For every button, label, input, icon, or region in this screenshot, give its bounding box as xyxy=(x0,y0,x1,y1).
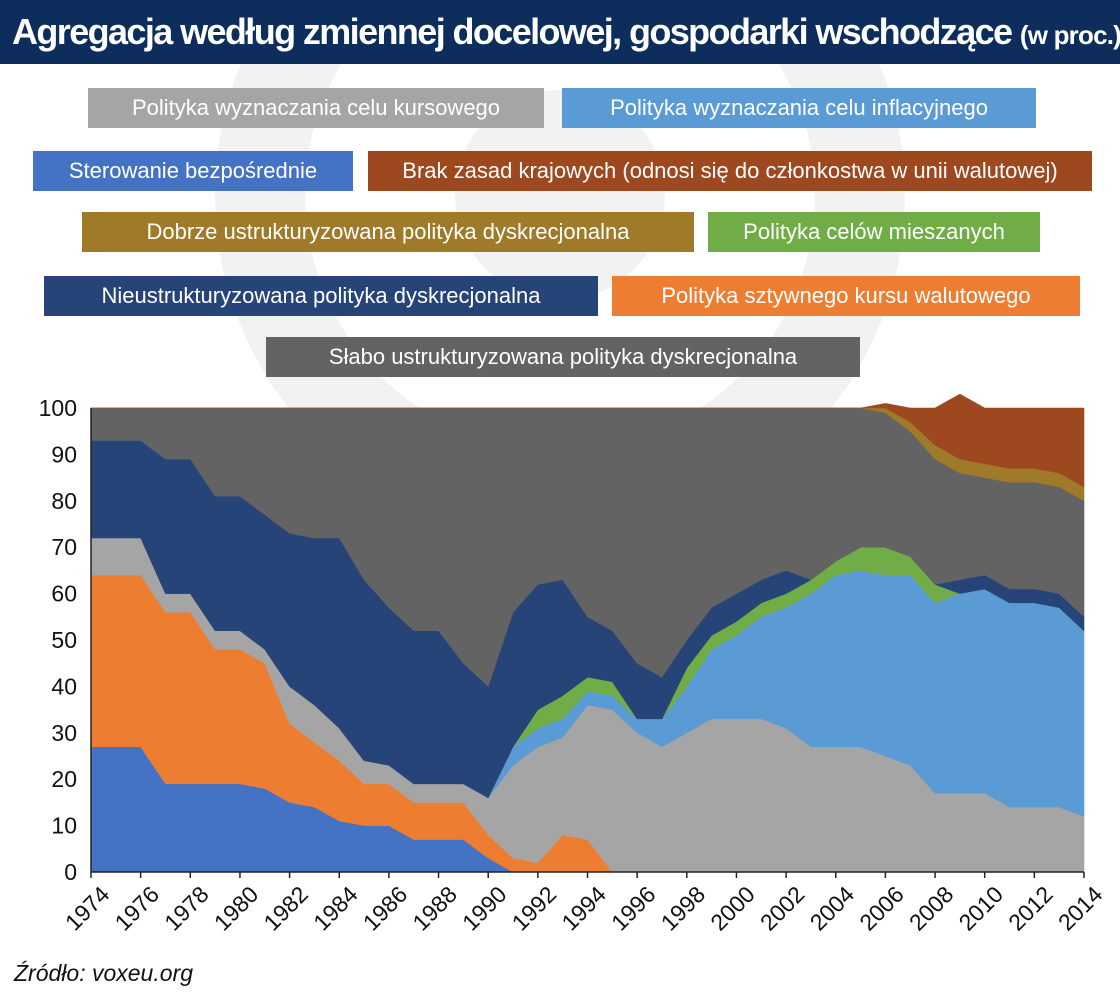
title-bar: Agregacja według zmiennej docelowej, gos… xyxy=(0,0,1120,64)
legend-item-exchange-rate-targeting: Polityka wyznaczania celu kursowego xyxy=(88,88,544,128)
legend-label: Polityka wyznaczania celu kursowego xyxy=(131,95,501,120)
legend-label: Polityka sztywnego kursu walutowego xyxy=(661,283,1031,308)
legend-item-direct-control: Sterowanie bezpośrednie xyxy=(33,151,353,191)
legend-item-no-national-rules: Brak zasad krajowych (odnosi się do czło… xyxy=(368,151,1092,191)
legend-item-mixed-targets: Polityka celów mieszanych xyxy=(708,212,1040,252)
x-tick-label: 1978 xyxy=(159,881,214,936)
x-tick-label: 1992 xyxy=(507,881,562,936)
y-tick-label: 80 xyxy=(51,488,77,514)
legend-item-inflation-targeting: Polityka wyznaczania celu inflacyjnego xyxy=(562,88,1036,128)
legend-item-loosely-structured-discretion: Słabo ustrukturyzowana polityka dyskrecj… xyxy=(266,337,860,377)
x-tick-label: 2008 xyxy=(904,881,959,936)
y-tick-label: 70 xyxy=(51,534,77,560)
x-tick-label: 1996 xyxy=(606,881,661,936)
legend-label: Polityka wyznaczania celu inflacyjnego xyxy=(610,95,988,120)
x-tick-label: 1980 xyxy=(209,881,264,936)
y-tick-label: 10 xyxy=(51,813,77,839)
legend-label: Polityka celów mieszanych xyxy=(743,219,1005,244)
chart-areas xyxy=(90,393,1085,873)
legend-item-fixed-exchange-rate: Polityka sztywnego kursu walutowego xyxy=(612,276,1080,316)
y-tick-label: 40 xyxy=(51,673,77,699)
x-tick-label: 2012 xyxy=(1003,881,1058,936)
legend-label: Nieustrukturyzowana polityka dyskrecjona… xyxy=(101,283,541,308)
x-tick-label: 1984 xyxy=(308,881,363,936)
area-series-8 xyxy=(90,393,1085,488)
title-unit: (w proc.) xyxy=(1019,20,1120,50)
x-tick-label: 1982 xyxy=(258,881,313,936)
legend-label: Słabo ustrukturyzowana polityka dyskrecj… xyxy=(328,344,798,369)
x-tick-label: 2004 xyxy=(805,881,860,936)
x-tick-label: 2006 xyxy=(854,881,909,936)
x-tick-label: 1986 xyxy=(358,881,413,936)
y-tick-label: 0 xyxy=(64,859,77,885)
x-tick-label: 1994 xyxy=(556,881,611,936)
legend-label: Brak zasad krajowych (odnosi się do czło… xyxy=(402,158,1058,183)
x-tick-label: 1976 xyxy=(109,881,164,936)
legend-label: Sterowanie bezpośrednie xyxy=(68,158,318,183)
y-tick-label: 50 xyxy=(51,627,77,653)
x-tick-label: 2010 xyxy=(954,881,1009,936)
x-tick-label: 2014 xyxy=(1053,881,1108,936)
legend-item-well-structured-discretion: Dobrze ustrukturyzowana polityka dyskrec… xyxy=(82,212,694,252)
x-tick-label: 2002 xyxy=(755,881,810,936)
legend-label: Dobrze ustrukturyzowana polityka dyskrec… xyxy=(146,219,630,244)
x-tick-label: 1998 xyxy=(656,881,711,936)
stacked-area-chart: 0102030405060708090100197419761978198019… xyxy=(39,393,1108,936)
y-tick-label: 100 xyxy=(39,395,77,421)
chart-title: Agregacja według zmiennej docelowej, gos… xyxy=(12,11,1120,53)
y-tick-label: 20 xyxy=(51,766,77,792)
legend-item-unstructured-discretion: Nieustrukturyzowana polityka dyskrecjona… xyxy=(44,276,598,316)
y-tick-label: 60 xyxy=(51,581,77,607)
y-tick-label: 90 xyxy=(51,441,77,467)
y-tick-label: 30 xyxy=(51,720,77,746)
x-tick-label: 1988 xyxy=(407,881,462,936)
x-tick-label: 1990 xyxy=(457,881,512,936)
x-tick-label: 2000 xyxy=(705,881,760,936)
title-text: Agregacja według zmiennej docelowej, gos… xyxy=(12,11,1013,52)
x-tick-label: 1974 xyxy=(60,881,115,936)
source-note: Źródło: voxeu.org xyxy=(14,960,193,986)
